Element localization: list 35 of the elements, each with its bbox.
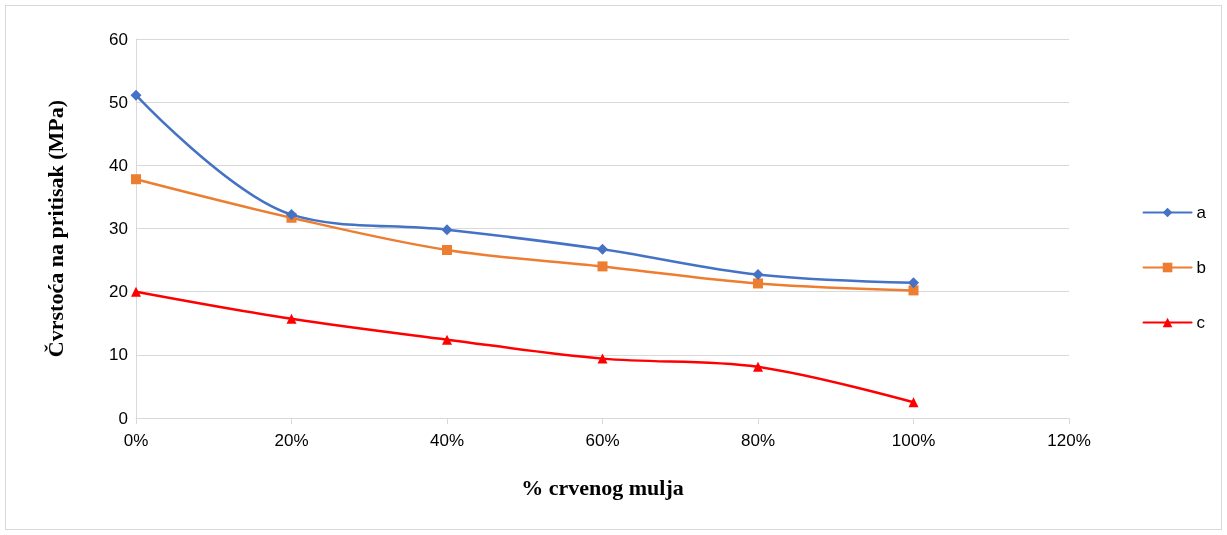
x-tick-label: 40% — [429, 431, 465, 450]
point — [442, 244, 452, 255]
y-tick-label: 40 — [109, 155, 128, 175]
point — [753, 278, 763, 289]
y-tick-label: 0 — [118, 408, 128, 428]
point — [597, 261, 608, 272]
x-tick-label: 0% — [123, 431, 149, 450]
point — [442, 334, 452, 345]
point — [908, 277, 919, 289]
point — [441, 224, 453, 236]
legend-label: a — [1196, 203, 1207, 222]
point — [597, 243, 608, 255]
x-tick-label: 100% — [891, 431, 936, 450]
x-tick-label: 20% — [274, 431, 309, 450]
y-tick-label: 30 — [109, 219, 128, 238]
x-tick-label: 60% — [585, 431, 620, 450]
y-tick-label: 50 — [109, 92, 128, 112]
point — [131, 174, 141, 185]
legend-label: b — [1196, 258, 1207, 277]
y-tick-label: 20 — [109, 282, 128, 302]
point — [752, 269, 764, 281]
point — [597, 353, 608, 364]
point — [908, 397, 919, 408]
y-tick-label: 60 — [109, 29, 128, 49]
x-tick-label: 80% — [740, 431, 776, 450]
point — [130, 89, 142, 101]
x-axis-title: % crvenog mulja — [521, 474, 684, 500]
y-tick-label: 10 — [109, 345, 128, 365]
y-axis-title: Čvrstoća na pritisak (MPa) — [42, 99, 68, 358]
point — [286, 313, 297, 324]
point — [753, 361, 763, 372]
legend-label: c — [1196, 313, 1206, 332]
point — [131, 286, 141, 297]
point — [908, 285, 919, 296]
x-tick-label: 120% — [1047, 431, 1091, 450]
